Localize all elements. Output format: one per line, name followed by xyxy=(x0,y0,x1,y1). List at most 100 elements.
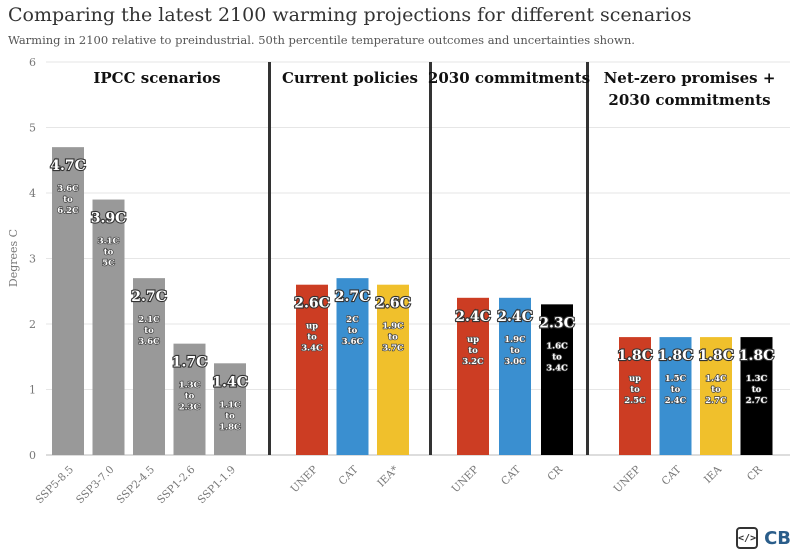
y-axis-label: Degrees C xyxy=(7,229,20,287)
x-tick-label: UNEP xyxy=(611,464,643,496)
range-label: 1.1C xyxy=(219,400,241,410)
x-tick-label: UNEP xyxy=(449,464,481,496)
group-header: Net-zero promises + xyxy=(604,69,776,87)
range-label: 1.3C xyxy=(746,374,768,384)
range-label: up xyxy=(629,374,641,384)
group-header: Current policies xyxy=(282,69,418,87)
group-header: IPCC scenarios xyxy=(93,69,220,87)
value-label: 1.4C xyxy=(212,374,248,390)
value-label: 2.6C xyxy=(375,296,411,312)
bar xyxy=(52,147,84,455)
y-tick-label: 3 xyxy=(29,253,36,266)
range-label: up xyxy=(467,335,479,345)
x-tick-label: IEA xyxy=(702,463,724,485)
range-label: to xyxy=(671,385,681,395)
logo-text: CB xyxy=(764,527,791,549)
x-tick-label: SSP3-7.0 xyxy=(74,464,117,507)
x-tick-label: SSP5-8.5 xyxy=(34,464,77,507)
bar xyxy=(541,304,573,455)
bar xyxy=(296,284,328,455)
value-label: 3.9C xyxy=(91,211,127,227)
x-tick-label: CR xyxy=(745,463,766,484)
bar xyxy=(700,337,732,455)
value-label: 4.7C xyxy=(50,158,86,174)
range-label: 1.3C xyxy=(179,381,201,391)
bar xyxy=(619,337,651,455)
x-tick-label: CAT xyxy=(660,464,684,488)
value-label: 2.6C xyxy=(294,296,330,312)
value-label: 2.4C xyxy=(455,309,491,325)
value-label: 1.7C xyxy=(172,355,208,371)
range-label: to xyxy=(63,195,73,205)
y-tick-label: 2 xyxy=(29,318,36,331)
range-label: to xyxy=(711,385,721,395)
range-label: 1.8C xyxy=(219,422,241,432)
range-label: 2C xyxy=(346,315,359,325)
y-tick-label: 6 xyxy=(29,56,36,69)
range-label: 2.5C xyxy=(624,396,646,406)
range-label: 3.1C xyxy=(98,237,120,247)
bar xyxy=(377,284,409,455)
value-label: 1.8C xyxy=(617,348,653,364)
x-tick-label: UNEP xyxy=(288,464,320,496)
y-tick-label: 4 xyxy=(29,187,36,200)
range-label: 6.2C xyxy=(57,206,79,216)
x-tick-label: CAT xyxy=(499,464,523,488)
group-header: 2030 commitments xyxy=(608,91,770,109)
group-header: 2030 commitments xyxy=(428,69,590,87)
range-label: to xyxy=(225,411,235,421)
range-label: 2.4C xyxy=(665,396,687,406)
range-label: 3.6C xyxy=(57,184,79,194)
range-label: 5C xyxy=(102,259,115,269)
chart-subtitle: Warming in 2100 relative to preindustria… xyxy=(8,33,635,47)
y-tick-label: 5 xyxy=(29,122,36,135)
bar xyxy=(740,337,773,455)
range-label: 3.6C xyxy=(342,337,364,347)
range-label: to xyxy=(144,326,154,336)
range-label: 1.5C xyxy=(665,374,687,384)
range-label: 2.7C xyxy=(746,396,768,406)
bar xyxy=(457,297,489,455)
bar xyxy=(133,278,165,455)
value-label: 1.8C xyxy=(739,348,775,364)
range-label: 3.4C xyxy=(546,363,568,373)
range-label: 1.9C xyxy=(504,335,526,345)
range-label: 2.1C xyxy=(138,315,160,325)
range-label: to xyxy=(185,392,195,402)
range-label: 2.3C xyxy=(179,403,201,413)
x-tick-label: CAT xyxy=(337,464,361,488)
range-label: to xyxy=(348,326,358,336)
range-label: to xyxy=(468,346,478,356)
bar xyxy=(214,363,246,455)
bar xyxy=(92,199,125,455)
range-label: to xyxy=(104,248,114,258)
y-tick-label: 0 xyxy=(29,449,36,462)
value-label: 2.4C xyxy=(497,309,533,325)
value-label: 2.7C xyxy=(131,289,167,305)
range-label: to xyxy=(510,346,520,356)
x-tick-label: IEA* xyxy=(375,463,401,489)
x-tick-label: CR xyxy=(545,463,566,484)
code-brackets-icon: </> xyxy=(736,527,759,549)
x-tick-label: SSP1-1.9 xyxy=(196,464,239,507)
range-label: 3.6C xyxy=(138,337,160,347)
x-tick-label: SSP2-4.5 xyxy=(115,464,158,507)
y-tick-label: 1 xyxy=(29,384,36,397)
carbon-brief-logo[interactable]: </> CB xyxy=(736,527,791,549)
bar xyxy=(336,278,369,455)
range-label: 1.9C xyxy=(382,322,404,332)
value-label: 1.8C xyxy=(698,348,734,364)
range-label: to xyxy=(388,333,398,343)
range-label: up xyxy=(306,322,318,332)
range-label: 3.2C xyxy=(462,357,484,367)
value-label: 1.8C xyxy=(658,348,694,364)
range-label: to xyxy=(552,352,562,362)
range-label: to xyxy=(752,385,762,395)
range-label: 3.4C xyxy=(301,344,323,354)
value-label: 2.3C xyxy=(539,315,575,331)
chart-title: Comparing the latest 2100 warming projec… xyxy=(8,4,692,26)
range-label: 2.7C xyxy=(705,396,727,406)
range-label: 1.6C xyxy=(546,341,568,351)
range-label: to xyxy=(630,385,640,395)
